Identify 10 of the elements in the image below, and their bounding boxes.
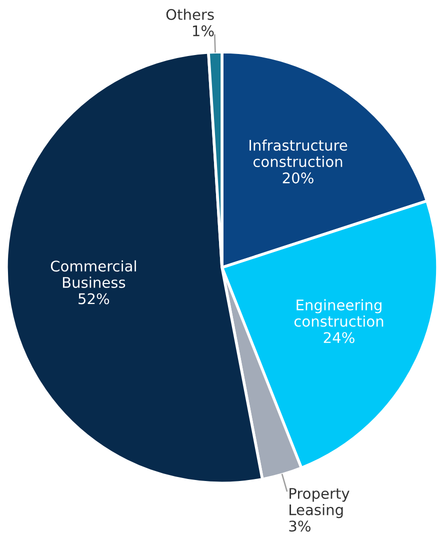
data-label: 24% [324,332,354,344]
slice-label: Commercial Business [50,260,136,288]
slice-label: Property Leasing [290,488,350,518]
slice-label: Infrastructure construction [250,139,348,168]
data-label: 1% [193,25,214,36]
slice-label: Others [166,8,214,20]
data-label: 20% [282,172,314,184]
slice-label: Engineering construction [294,299,384,327]
data-label: 3% [289,520,310,532]
data-label: 52% [78,293,110,304]
